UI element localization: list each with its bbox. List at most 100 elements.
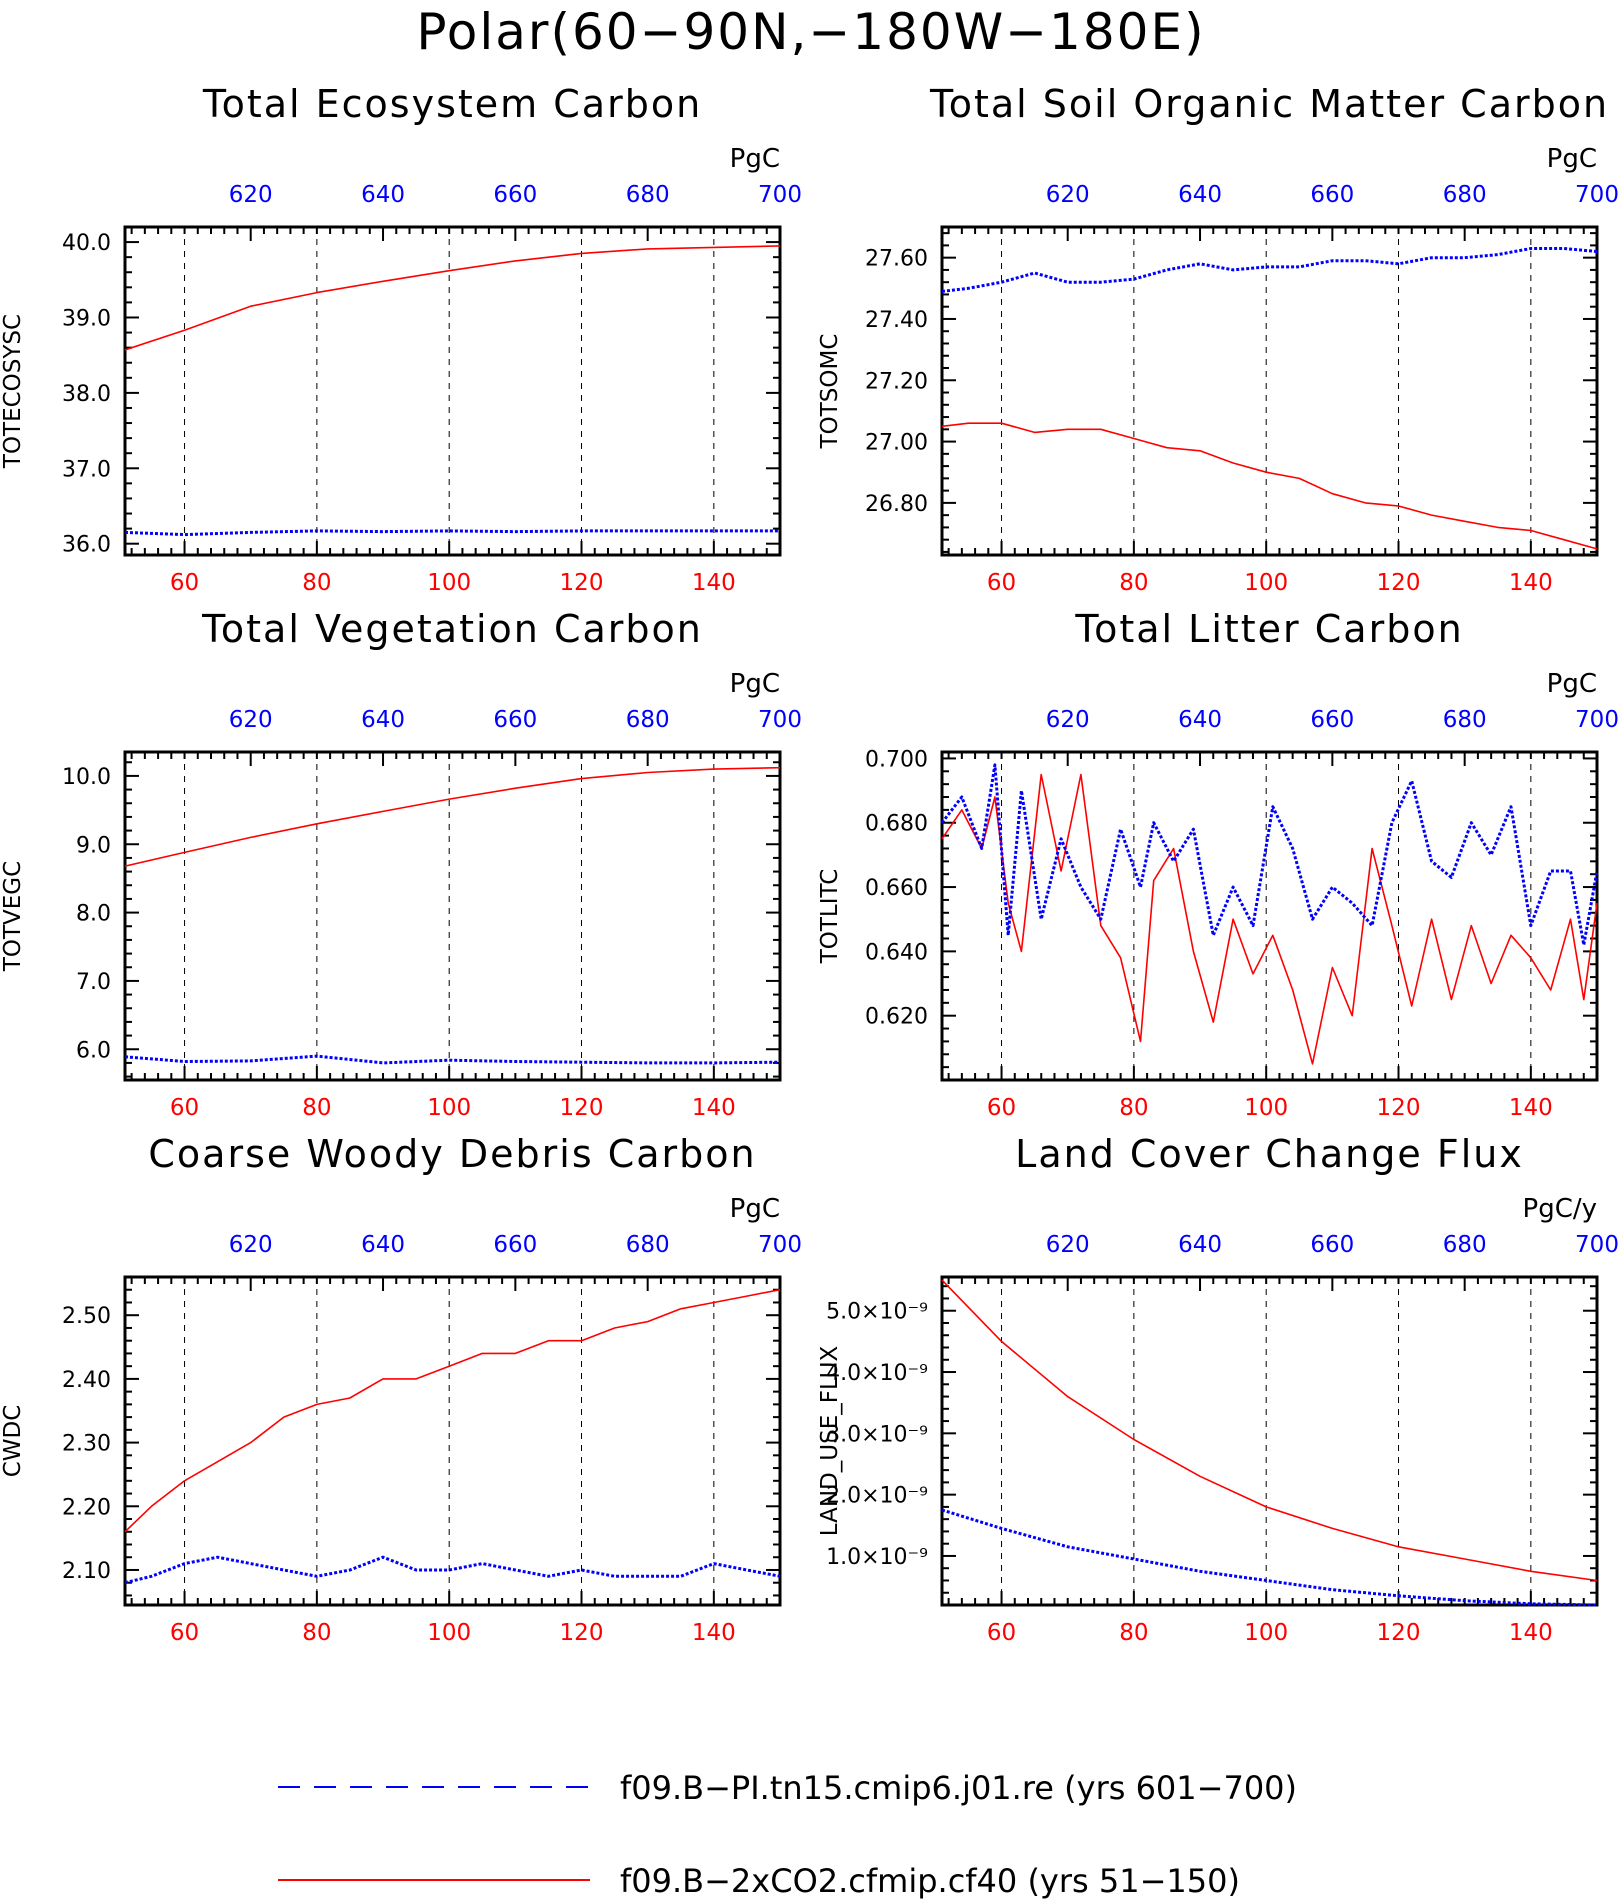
x-tick-label-bottom: 140 — [692, 570, 736, 596]
units-label: PgC/y — [1523, 1194, 1597, 1224]
x-tick-label-bottom: 80 — [302, 1095, 331, 1121]
x-tick-label-bottom: 60 — [170, 1620, 199, 1646]
x-tick-label-top: 620 — [229, 1232, 273, 1258]
series-line-red — [941, 1279, 1598, 1582]
y-axis-label: CWDC — [0, 1405, 26, 1478]
series-line-blue — [940, 763, 1599, 947]
series-line-red — [941, 422, 1598, 550]
y-axis-label: TOTECOSYSC — [0, 314, 26, 469]
x-tick-label-top: 640 — [361, 182, 405, 208]
plot-frame — [940, 750, 1599, 1082]
x-tick-label-bottom: 80 — [1119, 570, 1148, 596]
y-tick-label: 9.0 — [76, 833, 111, 858]
x-tick-label-top: 680 — [1443, 707, 1487, 733]
x-tick-label-top: 700 — [1575, 1232, 1619, 1258]
chart-panel-4: Total Litter Carbon PgC 60 80 100 120 140 620 64… — [817, 607, 1619, 1121]
x-tick-label-bottom: 140 — [1509, 1095, 1553, 1121]
y-axis-label: TOTVEGC — [0, 861, 26, 972]
x-tick-label-bottom: 140 — [692, 1620, 736, 1646]
y-tick-label: 3.0×10⁻⁹ — [826, 1422, 928, 1447]
x-tick-label-top: 620 — [229, 182, 273, 208]
series-line-red — [124, 1288, 781, 1533]
chart-panel-3: Total Vegetation Carbon PgC 60 80 100 120 140 6… — [0, 607, 802, 1121]
x-tick-label-top: 640 — [1178, 182, 1222, 208]
y-tick-label: 2.30 — [62, 1432, 111, 1457]
y-tick-label: 40.0 — [62, 231, 111, 256]
x-tick-label-bottom: 80 — [302, 570, 331, 596]
plot-frame — [940, 225, 1599, 557]
plot-frame — [123, 225, 782, 557]
x-tick-label-top: 620 — [1046, 1232, 1090, 1258]
x-tick-label-bottom: 100 — [1244, 1620, 1288, 1646]
series-line-blue — [941, 247, 1598, 293]
x-tick-label-bottom: 100 — [427, 570, 471, 596]
x-tick-label-bottom: 60 — [987, 1095, 1016, 1121]
y-axis-label: TOTSOMC — [817, 334, 843, 450]
x-tick-label-top: 680 — [626, 182, 670, 208]
x-tick-label-top: 660 — [1310, 182, 1354, 208]
x-tick-label-top: 660 — [1310, 1232, 1354, 1258]
y-tick-label: 27.60 — [865, 247, 928, 272]
x-tick-label-bottom: 120 — [1377, 1095, 1421, 1121]
y-tick-label: 38.0 — [62, 382, 111, 407]
x-tick-label-bottom: 80 — [1119, 1620, 1148, 1646]
y-tick-label: 2.0×10⁻⁹ — [826, 1484, 928, 1509]
x-tick-label-bottom: 120 — [560, 1095, 604, 1121]
y-tick-label: 8.0 — [76, 902, 111, 927]
x-tick-label-bottom: 100 — [427, 1620, 471, 1646]
chart-title: Total Vegetation Carbon — [201, 607, 703, 651]
y-tick-label: 6.0 — [76, 1038, 111, 1063]
x-tick-label-bottom: 80 — [1119, 1095, 1148, 1121]
x-tick-label-bottom: 140 — [1509, 570, 1553, 596]
units-label: PgC — [1547, 669, 1597, 699]
y-tick-label: 0.620 — [865, 1005, 928, 1030]
x-tick-label-bottom: 120 — [560, 1620, 604, 1646]
units-label: PgC — [730, 144, 780, 174]
chart-title: Total Ecosystem Carbon — [202, 82, 702, 126]
x-tick-label-top: 680 — [626, 1232, 670, 1258]
series-line-red — [124, 245, 781, 351]
x-tick-label-top: 640 — [1178, 707, 1222, 733]
x-tick-label-top: 620 — [229, 707, 273, 733]
y-tick-label: 36.0 — [62, 533, 111, 558]
legend-label: f09.B−2xCO2.cfmip.cf40 (yrs 51−150) — [620, 1862, 1240, 1899]
legend: f09.B−PI.tn15.cmip6.j01.re (yrs 601−700)… — [278, 1769, 1297, 1899]
plot-frame — [940, 1275, 1599, 1607]
x-tick-label-bottom: 100 — [427, 1095, 471, 1121]
series-line-blue — [124, 1555, 781, 1585]
x-tick-label-bottom: 60 — [170, 1095, 199, 1121]
x-tick-label-bottom: 120 — [1377, 1620, 1421, 1646]
x-tick-label-bottom: 80 — [302, 1620, 331, 1646]
chart-title: Total Soil Organic Matter Carbon — [929, 82, 1609, 126]
series-line-blue — [124, 1054, 781, 1065]
chart-panel-2: Total Soil Organic Matter Carbon PgC 60 80 1… — [817, 82, 1619, 596]
x-tick-label-bottom: 60 — [170, 570, 199, 596]
legend-label: f09.B−PI.tn15.cmip6.j01.re (yrs 601−700) — [620, 1769, 1297, 1807]
x-tick-label-bottom: 60 — [987, 570, 1016, 596]
y-tick-label: 10.0 — [62, 765, 111, 790]
x-tick-label-bottom: 140 — [1509, 1620, 1553, 1646]
units-label: PgC — [730, 1194, 780, 1224]
chart-title: Land Cover Change Flux — [1015, 1132, 1524, 1176]
y-tick-label: 27.00 — [865, 431, 928, 456]
y-tick-label: 0.700 — [865, 747, 928, 772]
x-tick-label-top: 700 — [758, 1232, 802, 1258]
y-tick-label: 26.80 — [865, 492, 928, 517]
series-line-blue — [941, 1508, 1598, 1607]
chart-panel-1: Total Ecosystem Carbon PgC 60 80 100 120 140 62… — [0, 82, 802, 596]
chart-title: Total Litter Carbon — [1074, 607, 1463, 651]
y-tick-label: 39.0 — [62, 306, 111, 331]
plot-frame — [123, 1275, 782, 1607]
x-tick-label-bottom: 100 — [1244, 570, 1288, 596]
x-tick-label-bottom: 60 — [987, 1620, 1016, 1646]
chart-panel-6: Land Cover Change Flux PgC/y 60 80 100 120 140… — [817, 1132, 1619, 1646]
y-tick-label: 4.0×10⁻⁹ — [826, 1361, 928, 1386]
y-tick-label: 27.20 — [865, 369, 928, 394]
x-tick-label-top: 700 — [1575, 707, 1619, 733]
x-tick-label-top: 640 — [361, 707, 405, 733]
y-tick-label: 2.50 — [62, 1304, 111, 1329]
y-tick-label: 0.660 — [865, 876, 928, 901]
x-tick-label-top: 680 — [626, 707, 670, 733]
x-tick-label-bottom: 140 — [692, 1095, 736, 1121]
